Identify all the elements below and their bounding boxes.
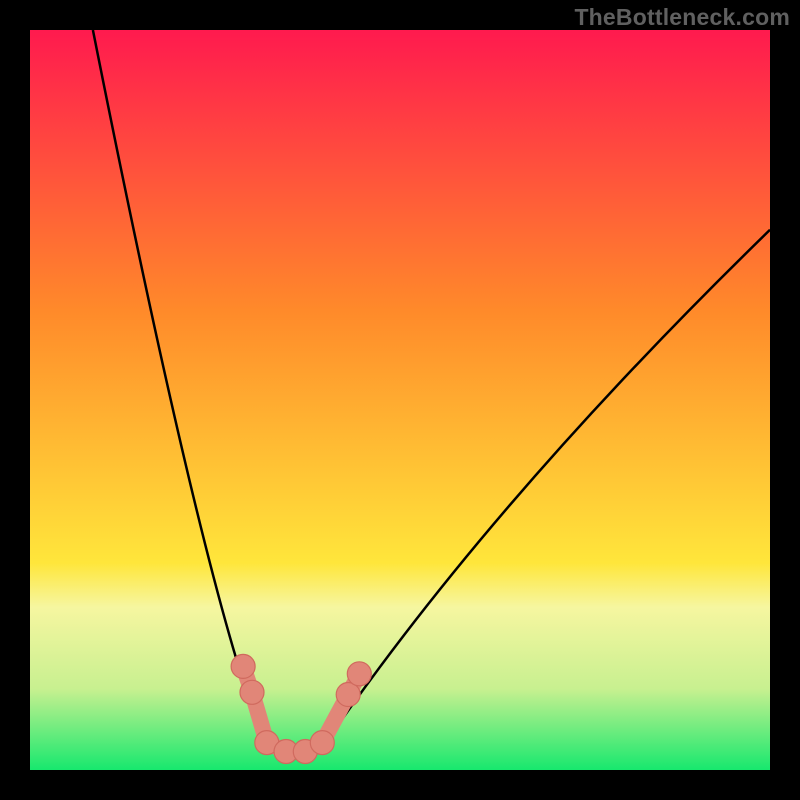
marker-bead [310,731,334,755]
marker-bead [347,662,371,686]
marker-bead [336,683,360,707]
marker-bead [240,680,264,704]
gradient-background [30,30,770,770]
bottleneck-chart [0,0,800,800]
watermark-text: TheBottleneck.com [574,4,790,31]
marker-bead [231,654,255,678]
